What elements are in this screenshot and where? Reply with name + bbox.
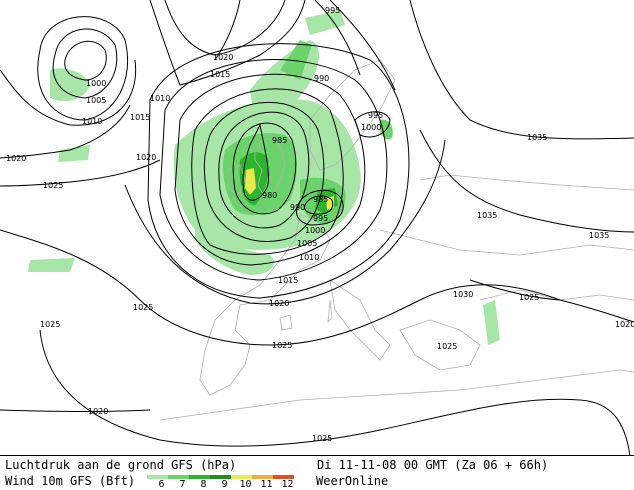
- scale-label: 11: [260, 479, 273, 490]
- isobar-label: 1010: [82, 117, 102, 126]
- isobar-label: 1005: [297, 239, 317, 248]
- isobar-label: 1020: [615, 320, 634, 329]
- wind-scale-legend: 6 7 8 9 10 11 12: [147, 475, 317, 490]
- forecast-time: Di 11-11-08 00 GMT (Za 06 + 66h): [317, 458, 549, 472]
- isobar-label: 1030: [453, 290, 473, 299]
- isobar-label: 1025: [437, 342, 457, 351]
- scale-label: 10: [239, 479, 252, 490]
- isobar-label: 990: [290, 203, 305, 212]
- isobar-label-group: 1000 1005 1010 1015 1020 1025 1010 1015 …: [6, 6, 634, 443]
- isobar-label: 1025: [133, 303, 153, 312]
- map-canvas: 1000 1005 1010 1015 1020 1025 1010 1015 …: [0, 0, 634, 456]
- scale-label: 12: [281, 479, 294, 490]
- wind-shading: [28, 10, 500, 345]
- isobar-label: 1020: [269, 299, 289, 308]
- title-pressure: Luchtdruk aan de grond GFS (hPa): [5, 458, 237, 472]
- isobar-label: 1035: [527, 133, 547, 142]
- isobar-label: 995: [325, 6, 340, 15]
- isobar-label: 995: [368, 111, 383, 120]
- isobar-label: 1025: [40, 320, 60, 329]
- weather-map: 1000 1005 1010 1015 1020 1025 1010 1015 …: [0, 0, 634, 456]
- isobar-label: 985: [272, 136, 287, 145]
- isobar-label: 995: [313, 214, 328, 223]
- isobar-label: 1010: [299, 253, 319, 262]
- isobar-label: 1025: [43, 181, 63, 190]
- isobar-label: 1010: [150, 94, 170, 103]
- isobar-label: 1015: [278, 276, 298, 285]
- isobar-label: 1025: [519, 293, 539, 302]
- isobar-label: 985: [313, 195, 328, 204]
- scale-label: 7: [179, 479, 186, 490]
- scale-swatch: [252, 475, 273, 479]
- isobar-label: 1015: [210, 70, 230, 79]
- scale-label: 9: [221, 479, 228, 490]
- isobar-label: 990: [314, 74, 329, 83]
- isobar-label: 1020: [213, 53, 233, 62]
- scale-swatch: [168, 475, 189, 479]
- isobar-label: 1000: [305, 226, 325, 235]
- isobar-label: 1000: [86, 79, 106, 88]
- isobars: [0, 0, 634, 456]
- scale-swatch: [231, 475, 252, 479]
- isobar-label: 980: [262, 191, 277, 200]
- isobar-label: 1005: [86, 96, 106, 105]
- brand-label: WeerOnline: [316, 474, 389, 488]
- isobar-label: 1020: [6, 154, 26, 163]
- title-wind: Wind 10m GFS (Bft): [5, 474, 136, 488]
- map-footer: Luchtdruk aan de grond GFS (hPa) Di 11-1…: [0, 456, 634, 490]
- isobar-label: 1000: [361, 123, 381, 132]
- scale-swatch: [210, 475, 231, 479]
- scale-label: 8: [200, 479, 207, 490]
- isobar-label: 1020: [136, 153, 156, 162]
- coastlines: [159, 59, 634, 421]
- isobar-label: 1025: [312, 434, 332, 443]
- isobar-label: 1025: [272, 341, 292, 350]
- isobar-label: 1035: [589, 231, 609, 240]
- scale-swatch: [189, 475, 210, 479]
- isobar-label: 1035: [477, 211, 497, 220]
- scale-swatch: [273, 475, 294, 479]
- isobar-label: 1015: [130, 113, 150, 122]
- scale-label: 6: [158, 479, 165, 490]
- scale-swatch: [147, 475, 168, 479]
- isobar-label: 1020: [88, 407, 108, 416]
